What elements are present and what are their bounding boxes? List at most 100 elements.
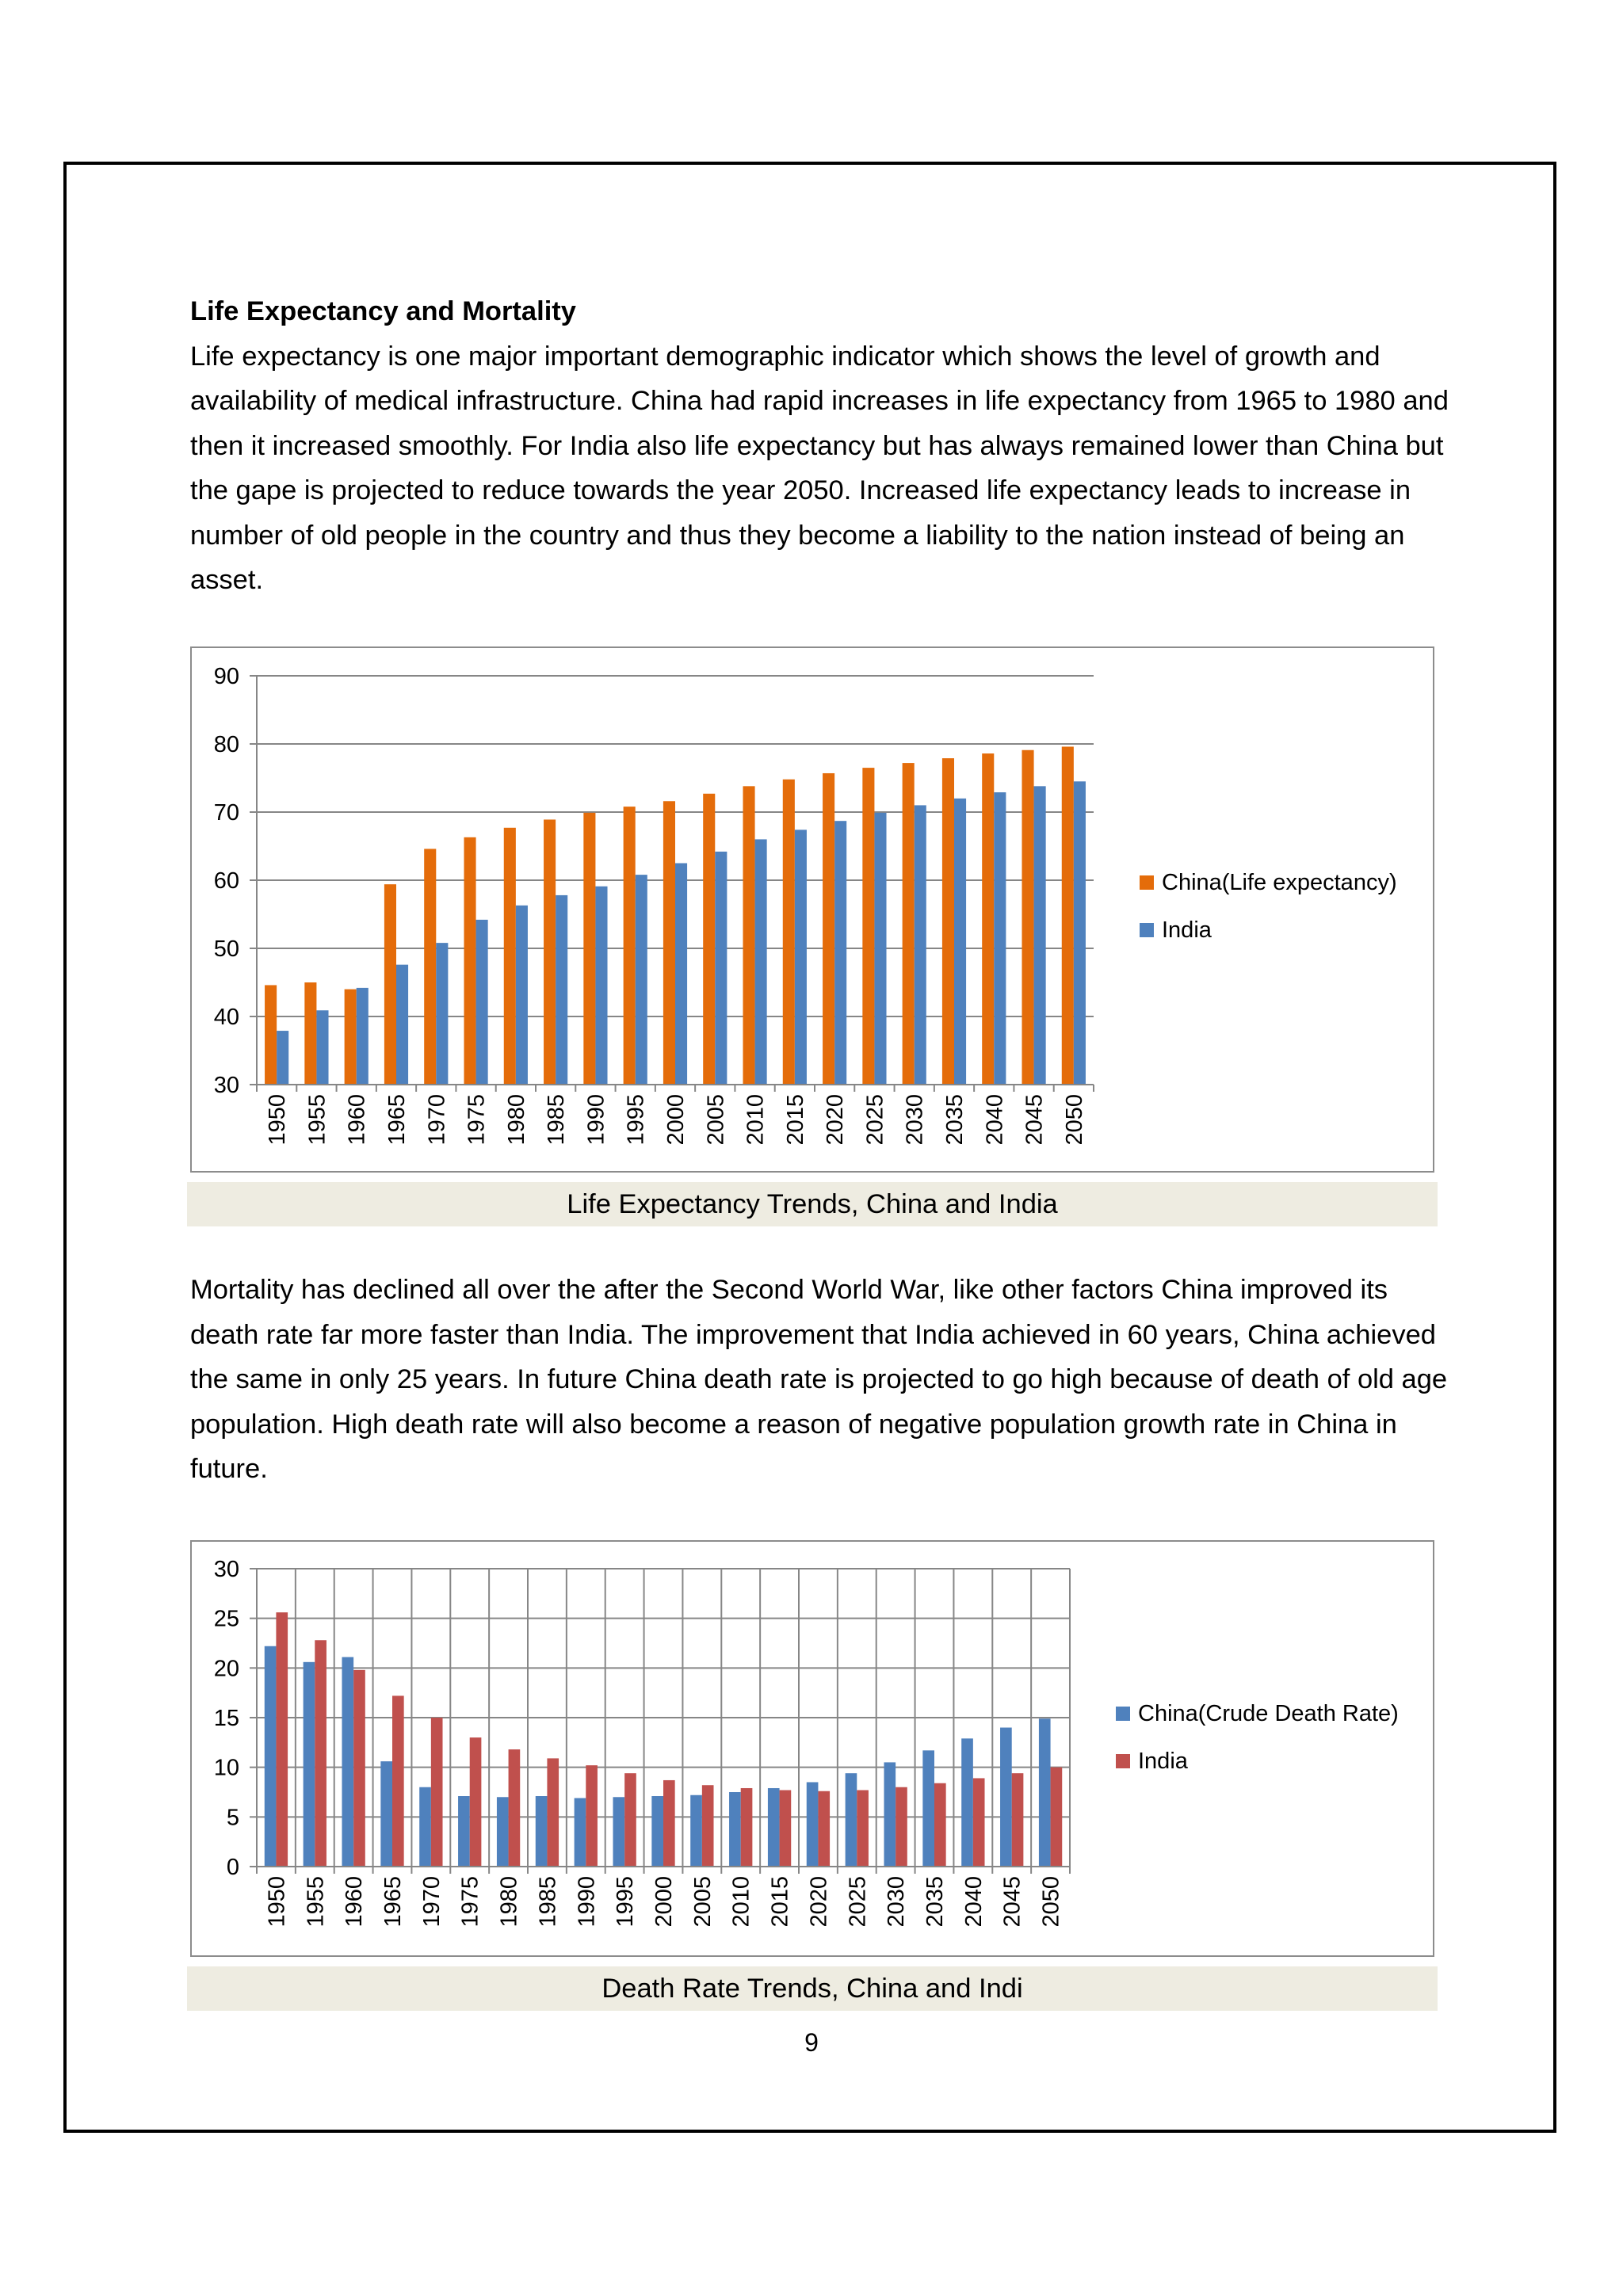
legend-swatch bbox=[1140, 923, 1154, 937]
mortality-text-block: Mortality has declined all over the afte… bbox=[190, 1268, 1458, 1492]
y-tick-label: 10 bbox=[214, 1756, 239, 1781]
bar-series2 bbox=[316, 1010, 329, 1085]
bar-series2 bbox=[396, 964, 409, 1085]
bar-series2 bbox=[556, 894, 568, 1085]
bar-series2 bbox=[663, 1779, 675, 1867]
bar-series1 bbox=[961, 1738, 973, 1867]
y-tick-label: 60 bbox=[214, 868, 239, 894]
death-rate-chart: 0 5 10 15 20 25 30 1950 1955 1960 1965 1970 1975 1980… bbox=[190, 1540, 1434, 1957]
bar-series1 bbox=[380, 1761, 392, 1867]
bar-series1 bbox=[496, 1797, 509, 1867]
y-tick-label: 70 bbox=[214, 800, 239, 826]
bar-series2 bbox=[1011, 1773, 1024, 1867]
y-tick-label: 80 bbox=[214, 732, 239, 757]
bar-series2 bbox=[353, 1669, 365, 1867]
bar-series2 bbox=[754, 839, 767, 1085]
bar-series1 bbox=[884, 1762, 896, 1867]
legend-swatch bbox=[1140, 875, 1154, 890]
bar-series2 bbox=[740, 1787, 753, 1867]
bar-series2 bbox=[914, 805, 926, 1085]
bar-series2 bbox=[994, 792, 1006, 1085]
bar-series2 bbox=[794, 830, 807, 1085]
x-tick-label: 2020 bbox=[823, 1094, 848, 1146]
bar-series2 bbox=[586, 1765, 598, 1867]
x-tick-label: 2040 bbox=[982, 1094, 1007, 1146]
y-tick-label: 25 bbox=[214, 1607, 239, 1632]
x-tick-label: 1960 bbox=[342, 1876, 367, 1928]
x-tick-label: 2030 bbox=[884, 1876, 909, 1928]
x-tick-label: 2005 bbox=[690, 1876, 716, 1928]
bar-series1 bbox=[342, 1657, 354, 1867]
x-tick-label: 1975 bbox=[464, 1094, 490, 1146]
bar-series2 bbox=[595, 886, 608, 1085]
legend-swatch bbox=[1116, 1707, 1130, 1721]
bar-series1 bbox=[613, 1797, 625, 1867]
bar-series2 bbox=[315, 1640, 327, 1867]
page-number: 9 bbox=[804, 2028, 819, 2057]
x-tick-label: 1960 bbox=[345, 1094, 370, 1146]
bar-series1 bbox=[767, 1787, 780, 1867]
bar-series1 bbox=[1061, 746, 1074, 1085]
y-tick-label: 40 bbox=[214, 1005, 239, 1030]
x-tick-label: 1970 bbox=[419, 1876, 445, 1928]
bar-series2 bbox=[1073, 781, 1086, 1085]
x-tick-label: 2020 bbox=[806, 1876, 831, 1928]
x-tick-label: 1995 bbox=[613, 1876, 638, 1928]
x-tick-label: 2035 bbox=[942, 1094, 968, 1146]
bar-series1 bbox=[344, 989, 357, 1085]
bar-series1 bbox=[823, 772, 835, 1085]
bar-series2 bbox=[547, 1758, 559, 1867]
x-tick-label: 1985 bbox=[535, 1876, 560, 1928]
x-tick-label: 1970 bbox=[424, 1094, 449, 1146]
bar-series2 bbox=[779, 1790, 792, 1867]
bar-series1 bbox=[845, 1773, 857, 1867]
x-tick-label: 2000 bbox=[651, 1876, 677, 1928]
x-tick-label: 1980 bbox=[504, 1094, 529, 1146]
bar-series2 bbox=[430, 1718, 443, 1867]
death-rate-caption: Death Rate Trends, China and Indi bbox=[187, 1966, 1438, 2011]
x-tick-label: 1990 bbox=[574, 1876, 599, 1928]
bar-series1 bbox=[1038, 1718, 1051, 1867]
bar-series2 bbox=[818, 1791, 831, 1867]
y-tick-label: 30 bbox=[214, 1557, 239, 1582]
x-tick-label: 2045 bbox=[1000, 1876, 1025, 1928]
bar-series1 bbox=[941, 758, 954, 1085]
bar-series2 bbox=[635, 875, 647, 1085]
x-tick-label: 1950 bbox=[265, 1094, 290, 1146]
bar-series1 bbox=[982, 753, 995, 1085]
bar-series1 bbox=[303, 1661, 315, 1867]
bar-series2 bbox=[1050, 1767, 1063, 1867]
x-tick-label: 2050 bbox=[1062, 1094, 1087, 1146]
x-tick-label: 1955 bbox=[303, 1876, 328, 1928]
x-tick-label: 1985 bbox=[544, 1094, 569, 1146]
bar-series1 bbox=[503, 827, 516, 1085]
x-tick-label: 2015 bbox=[783, 1094, 808, 1146]
y-tick-label: 20 bbox=[214, 1656, 239, 1681]
bar-series1 bbox=[1022, 749, 1034, 1085]
y-tick-label: 30 bbox=[214, 1073, 239, 1098]
x-tick-label: 2010 bbox=[729, 1876, 754, 1928]
bar-series2 bbox=[436, 943, 449, 1085]
bar-series2 bbox=[276, 1612, 288, 1867]
bar-series2 bbox=[469, 1737, 482, 1867]
bar-series1 bbox=[862, 768, 875, 1085]
bar-series1 bbox=[782, 779, 795, 1085]
bar-series1 bbox=[304, 982, 317, 1085]
x-tick-label: 2035 bbox=[922, 1876, 948, 1928]
bar-series2 bbox=[934, 1783, 946, 1867]
x-tick-label: 2040 bbox=[961, 1876, 987, 1928]
bar-series1 bbox=[743, 786, 755, 1085]
legend-label: China(Crude Death Rate) bbox=[1138, 1701, 1399, 1726]
bar-series1 bbox=[419, 1787, 431, 1867]
bar-series2 bbox=[954, 798, 967, 1085]
x-tick-label: 1955 bbox=[304, 1094, 330, 1146]
bar-series2 bbox=[874, 812, 887, 1085]
bar-series2 bbox=[857, 1790, 869, 1867]
bar-series1 bbox=[663, 801, 675, 1085]
bar-series2 bbox=[356, 987, 369, 1085]
bar-series1 bbox=[384, 884, 396, 1085]
bar-series2 bbox=[834, 821, 847, 1085]
legend-label: India bbox=[1138, 1749, 1189, 1774]
x-tick-label: 2010 bbox=[743, 1094, 769, 1146]
x-tick-label: 1965 bbox=[384, 1094, 410, 1146]
